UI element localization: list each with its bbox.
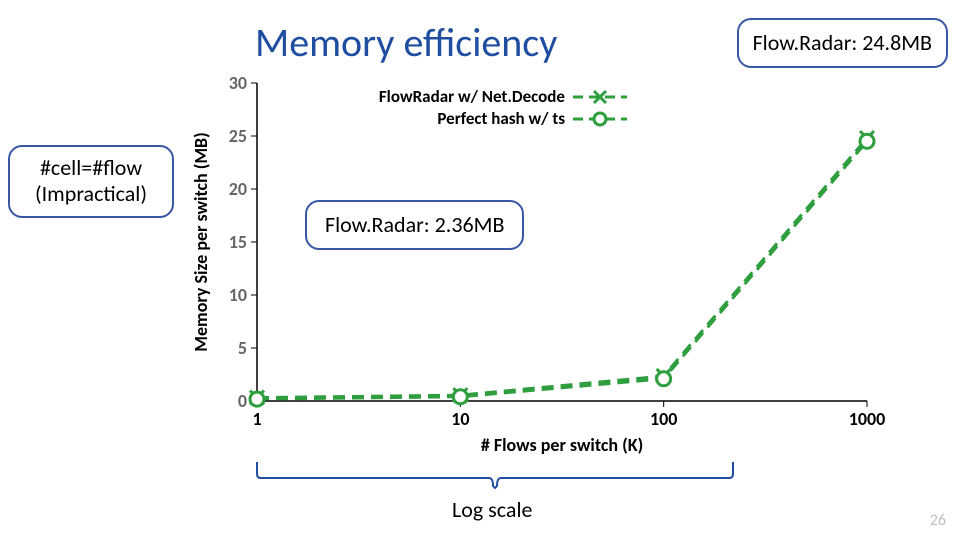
svg-text:0: 0: [238, 390, 247, 412]
callout-topright: Flow.Radar: 24.8MB: [737, 18, 948, 68]
callout-topright-text: Flow.Radar: 24.8MB: [753, 29, 932, 56]
svg-text:100: 100: [650, 408, 677, 430]
page-number: 26: [930, 511, 946, 530]
callout-left-l1: #cell=#flow: [26, 155, 156, 181]
logscale-label: Log scale: [452, 496, 532, 523]
svg-text:# Flows per switch (K): # Flows per switch (K): [481, 434, 643, 456]
callout-left-l2: (Impractical): [26, 181, 156, 207]
svg-text:15: 15: [229, 231, 247, 253]
svg-text:10: 10: [229, 284, 247, 306]
callout-left: #cell=#flow (Impractical): [8, 145, 174, 218]
svg-text:30: 30: [229, 75, 247, 94]
svg-text:Memory Size per switch (MB): Memory Size per switch (MB): [190, 132, 212, 351]
page-title: Memory efficiency: [255, 18, 557, 67]
svg-text:10: 10: [451, 408, 469, 430]
svg-text:1000: 1000: [849, 408, 885, 430]
memory-chart: 0 5 10 15 20 25 30 1 10 100 1000 # Flows per switch…: [185, 75, 885, 465]
svg-text:5: 5: [238, 337, 247, 359]
bracket: [255, 460, 735, 490]
svg-text:Perfect hash w/ ts: Perfect hash w/ ts: [437, 108, 565, 129]
svg-text:1: 1: [252, 408, 261, 430]
svg-text:20: 20: [229, 178, 247, 200]
svg-text:25: 25: [229, 125, 247, 147]
svg-text:FlowRadar w/ Net.Decode: FlowRadar w/ Net.Decode: [379, 86, 566, 107]
